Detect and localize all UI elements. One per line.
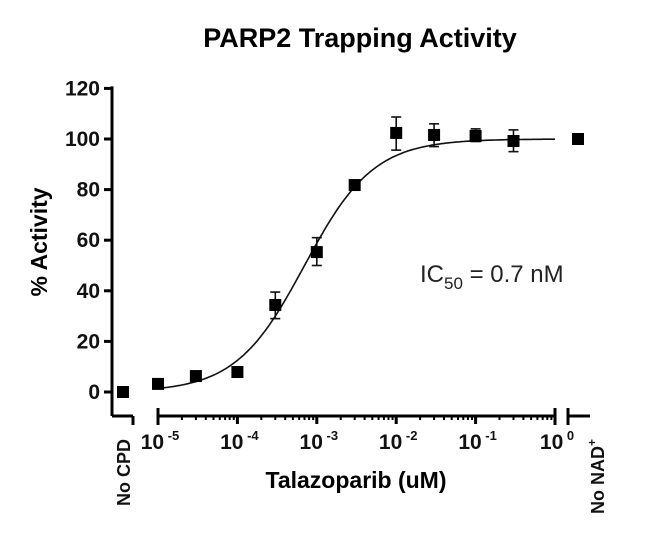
y-tick-label: 100	[65, 128, 100, 151]
data-point	[231, 366, 244, 379]
data-point	[117, 386, 129, 398]
x-axis-label: Talazoparib (uM)	[265, 467, 446, 493]
x-tick-label: 10 -1	[458, 428, 497, 454]
chart-title: PARP2 Trapping Activity	[203, 23, 517, 53]
data-point	[572, 133, 584, 145]
data-point	[390, 126, 403, 139]
data-point	[507, 135, 520, 148]
y-tick-label: 80	[77, 179, 100, 202]
y-tick-label: 120	[65, 77, 100, 100]
data-point	[269, 298, 282, 311]
data-point	[310, 246, 323, 259]
no-nad-label: No NAD+	[585, 439, 608, 514]
x-tick-label: 10 -5	[141, 428, 180, 454]
x-tick-label: 10 -4	[220, 428, 259, 454]
y-axis-label: % Activity	[26, 187, 52, 296]
x-tick-label: 10 -3	[300, 428, 339, 454]
y-tick-label: 0	[88, 381, 100, 404]
x-tick-label: 10 0	[540, 428, 574, 454]
no-cpd-label: No CPD	[114, 439, 134, 506]
data-point	[348, 179, 361, 192]
data-point	[189, 370, 202, 383]
x-tick-label: 10 -2	[379, 428, 418, 454]
data-point	[428, 128, 441, 141]
y-tick-label: 20	[77, 330, 100, 353]
data-point	[469, 129, 482, 142]
y-tick-label: 40	[77, 280, 100, 303]
y-tick-label: 60	[77, 229, 100, 252]
data-point	[152, 377, 164, 390]
ic50-annotation: IC50 = 0.7 nM	[420, 261, 564, 293]
